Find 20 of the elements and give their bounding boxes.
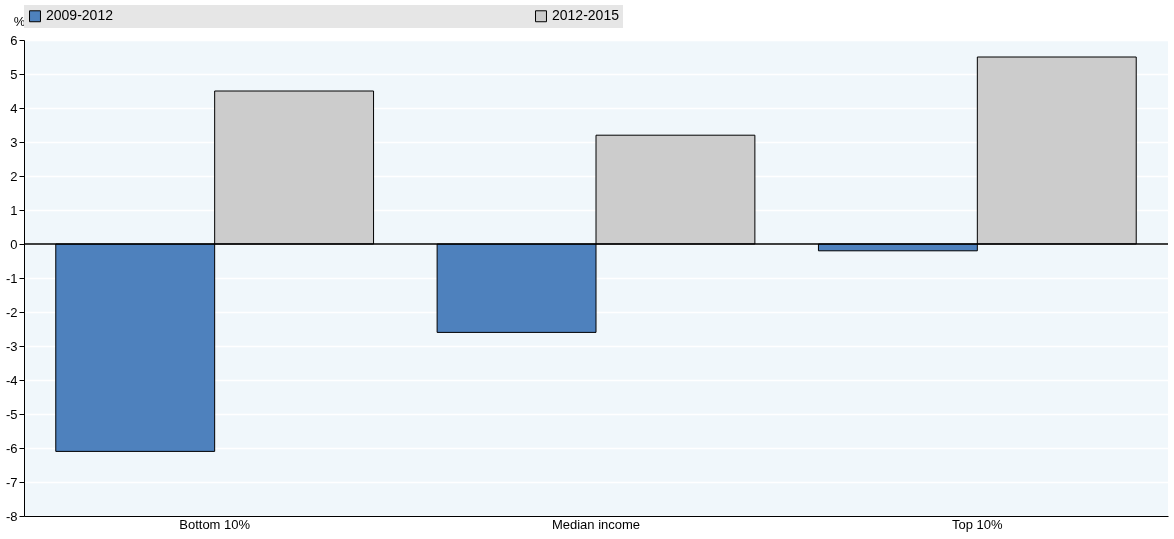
- y-tick-label: 3: [10, 134, 18, 150]
- y-tick-label: 4: [10, 100, 18, 116]
- x-tick-label: Top 10%: [952, 516, 1004, 532]
- y-tick-label: -4: [5, 372, 18, 388]
- y-tick-label: 2: [10, 168, 18, 184]
- y-tick-label: 0: [10, 236, 18, 252]
- y-tick-label: 5: [10, 66, 18, 82]
- legend-label: 2012-2015: [552, 7, 620, 24]
- x-tick-label: Bottom 10%: [179, 516, 251, 532]
- y-tick-label: 1: [10, 202, 18, 218]
- y-tick-label: -2: [5, 304, 18, 320]
- y-tick-label: -8: [5, 508, 18, 524]
- y-tick-label: -3: [5, 338, 18, 354]
- y-tick-label: -6: [5, 440, 18, 456]
- legend-label: 2009-2012: [46, 7, 114, 24]
- y-tick-label: -7: [5, 474, 18, 490]
- y-tick-label: -5: [5, 406, 18, 422]
- y-tick-label: 6: [10, 32, 18, 48]
- x-tick-label: Median income: [551, 516, 641, 532]
- y-tick-label: -1: [5, 270, 18, 286]
